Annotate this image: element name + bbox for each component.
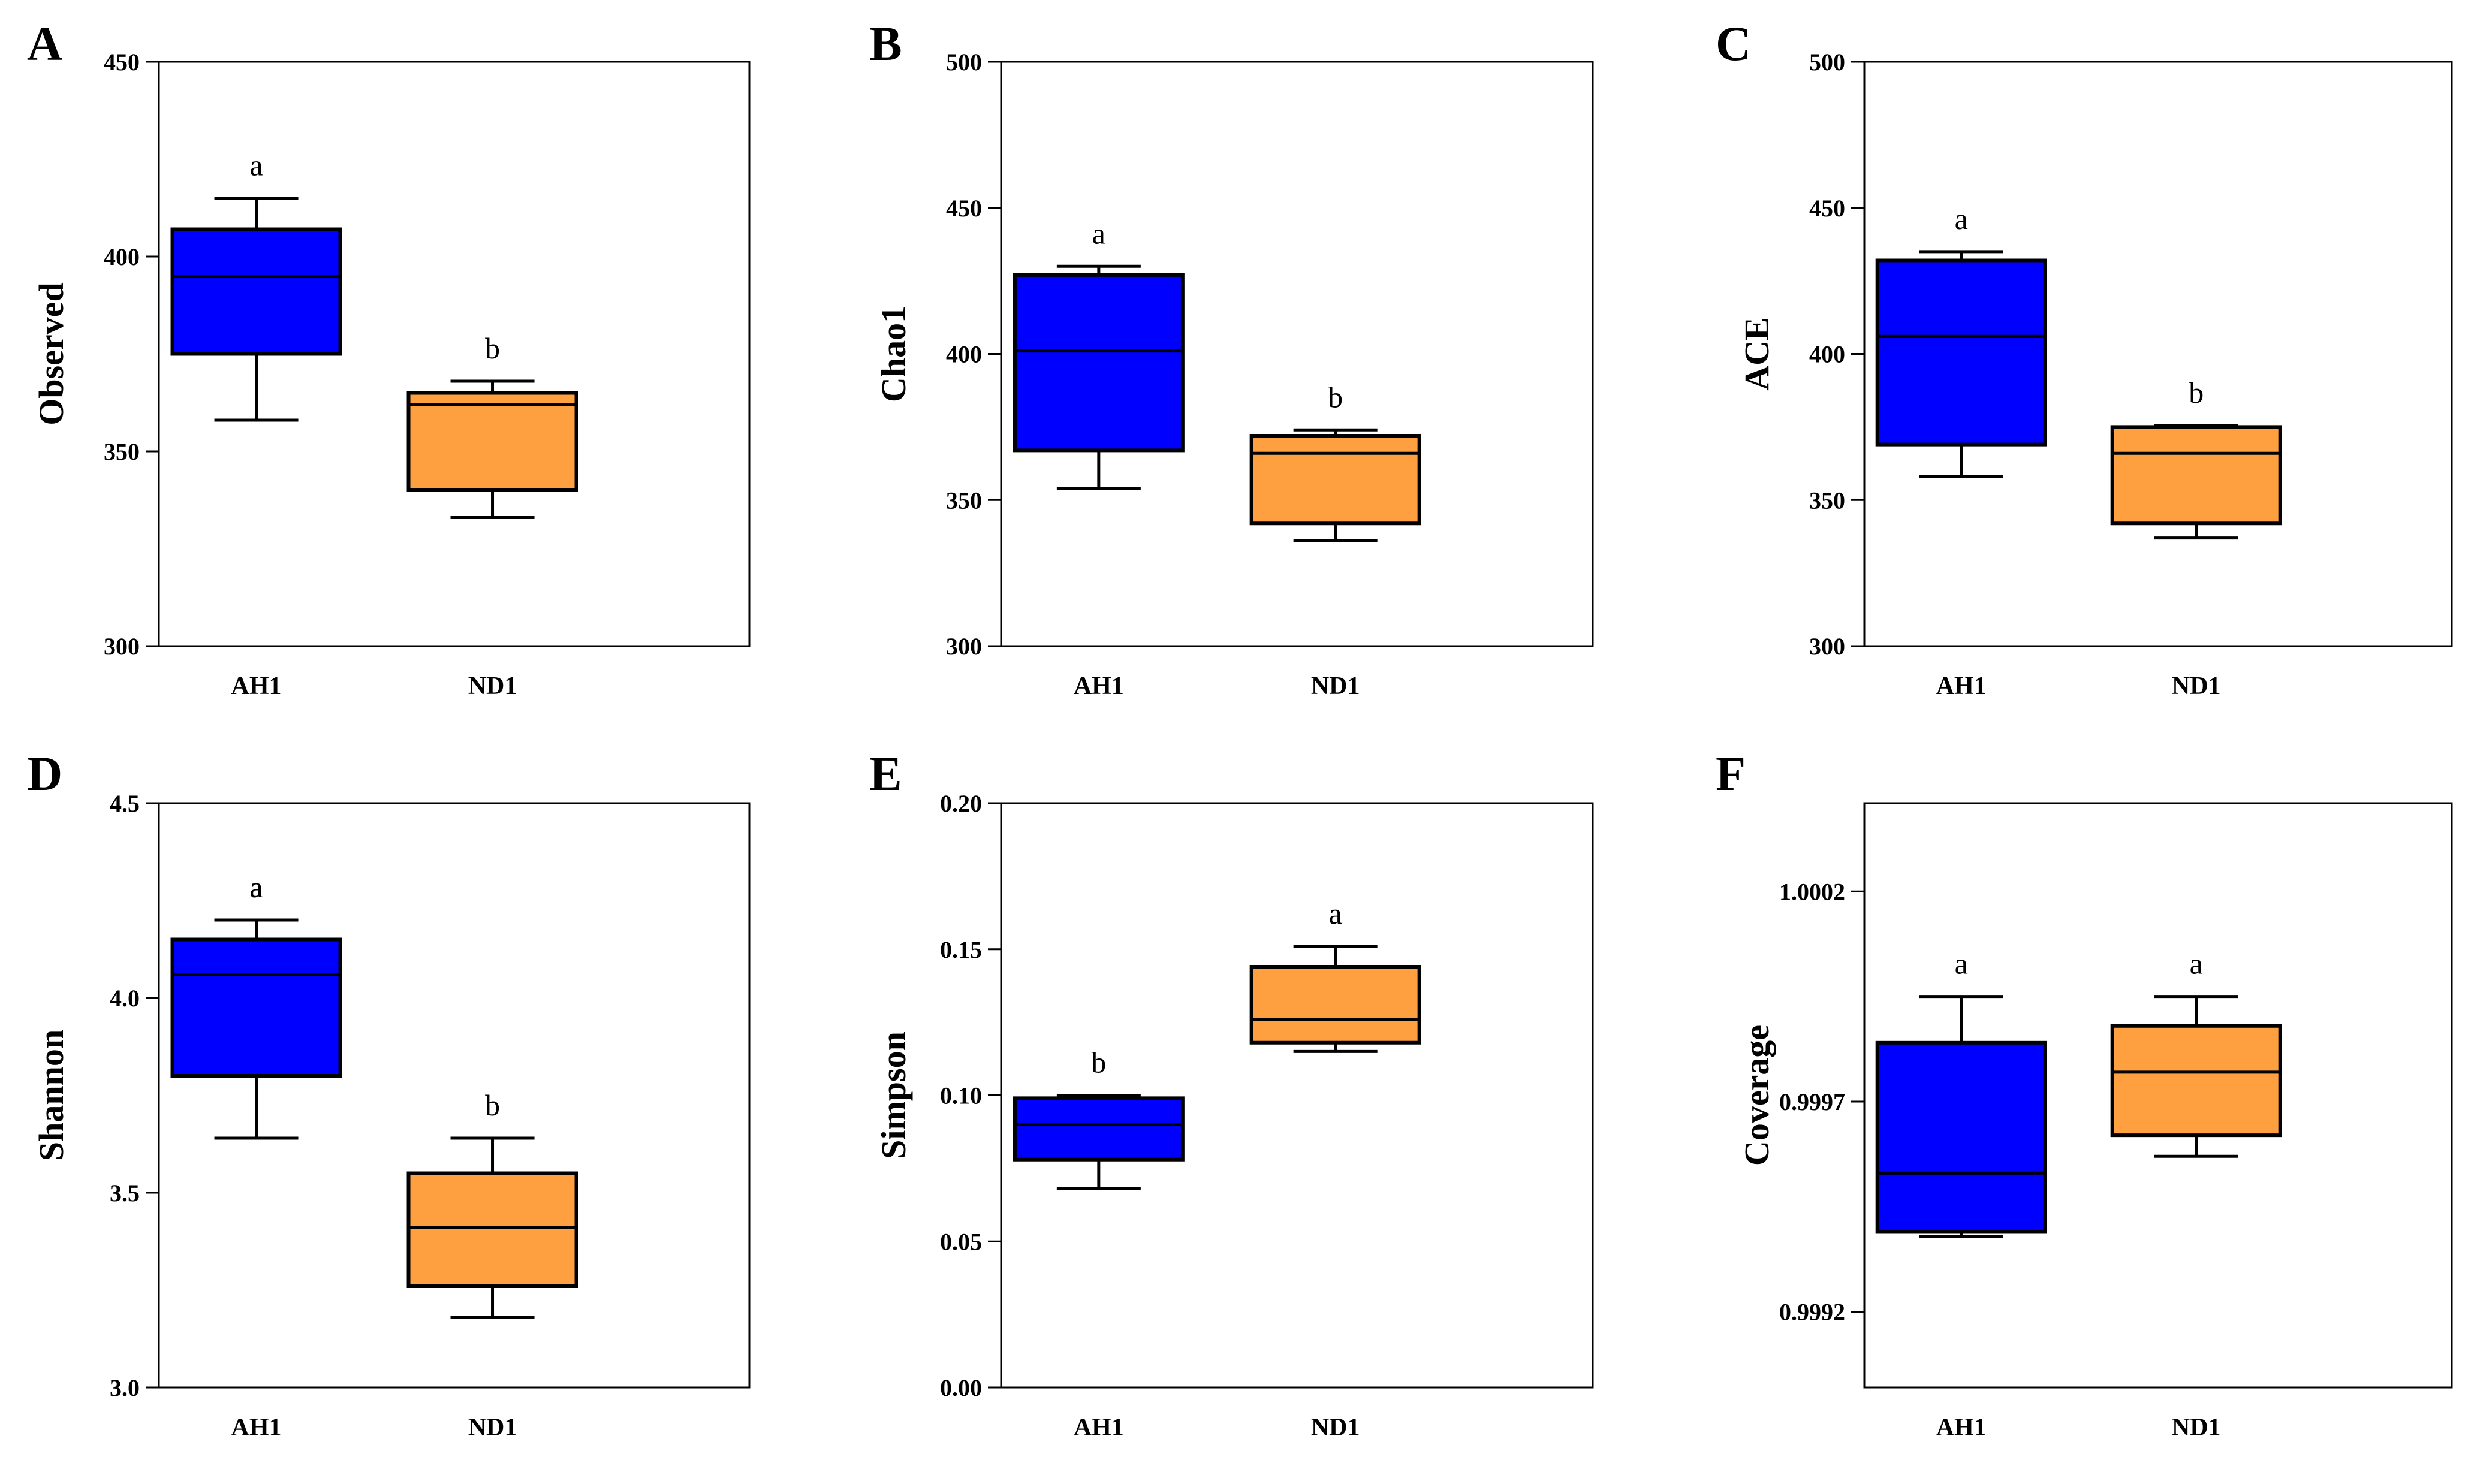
x-tick-label: AH1	[1074, 1414, 1124, 1441]
box-ah1: a	[170, 149, 342, 422]
significance-label: b	[485, 331, 500, 365]
box-nd1: b	[406, 331, 578, 519]
significance-label: a	[2190, 947, 2203, 981]
panel-b: B 300 350 400 450 500 Chao1 a AH1 b ND1	[869, 16, 1594, 700]
x-tick-label: AH1	[231, 672, 282, 700]
y-tick-label: 350	[104, 438, 140, 465]
box-ah1: a	[1875, 202, 2047, 478]
iqr-box	[2110, 1024, 2282, 1138]
iqr-box	[1013, 1096, 1185, 1162]
x-tick-label: AH1	[1074, 672, 1124, 700]
y-tick-label: 0.15	[940, 936, 982, 963]
x-tick-label: ND1	[1311, 672, 1360, 700]
panel-letter: D	[27, 746, 62, 801]
significance-label: a	[249, 870, 263, 904]
y-tick-label: 0.9992	[1779, 1299, 1845, 1326]
y-tick-label: 400	[946, 341, 982, 368]
y-tick-label: 500	[1809, 49, 1845, 76]
box-nd1: b	[406, 1088, 578, 1319]
y-tick-label: 0.20	[940, 790, 982, 817]
y-tick-label: 3.5	[110, 1180, 140, 1206]
y-tick-label: 4.5	[110, 790, 140, 817]
plot-frame	[158, 61, 751, 647]
panel-d: D 3.0 3.5 4.0 4.5 Shannon a AH1 b ND1	[27, 746, 751, 1441]
panel-a: A 300 350 400 450 Observed a AH1 b ND1	[27, 16, 751, 700]
x-tick-label: AH1	[1936, 672, 1987, 700]
panel-letter: A	[27, 16, 62, 71]
y-tick-label: 400	[1809, 341, 1845, 368]
panel-letter: E	[869, 746, 902, 801]
significance-label: b	[2189, 376, 2204, 409]
significance-label: a	[249, 149, 263, 182]
y-tick-label: 0.10	[940, 1082, 982, 1109]
iqr-box	[170, 937, 342, 1078]
box-ah1: a	[1013, 216, 1185, 490]
significance-label: b	[485, 1088, 500, 1122]
y-axis-label: ACE	[1737, 317, 1776, 390]
y-tick-label: 450	[104, 49, 140, 76]
iqr-box	[1013, 273, 1185, 453]
panel-e: E 0.00 0.05 0.10 0.15 0.20 Simpson b AH1 a ND1	[869, 746, 1594, 1441]
y-tick-label: 0.9997	[1779, 1088, 1845, 1115]
y-axis-label: Coverage	[1737, 1025, 1776, 1166]
box-nd1: a	[1249, 897, 1421, 1053]
y-tick-label: 3.0	[110, 1374, 140, 1401]
x-tick-label: ND1	[1311, 1414, 1360, 1441]
box-ah1: a	[1875, 947, 2047, 1238]
x-tick-label: ND1	[468, 1414, 517, 1441]
x-tick-label: ND1	[2172, 1414, 2221, 1441]
panel-c: C 300 350 400 450 500 ACE a AH1 b ND1	[1716, 16, 2453, 700]
significance-label: b	[1328, 380, 1343, 414]
panel-letter: F	[1716, 746, 1746, 801]
x-tick-label: AH1	[1936, 1414, 1987, 1441]
significance-label: a	[1092, 216, 1105, 250]
x-tick-label: ND1	[2172, 672, 2221, 700]
significance-label: a	[1955, 947, 1968, 981]
iqr-box	[1249, 965, 1421, 1045]
y-tick-label: 4.0	[110, 985, 140, 1012]
plot-frame	[158, 802, 751, 1389]
iqr-box	[406, 391, 578, 492]
box-ah1: a	[170, 870, 342, 1140]
y-tick-label: 300	[1809, 633, 1845, 660]
y-axis-label: Simpson	[874, 1031, 913, 1159]
significance-label: b	[1091, 1046, 1106, 1079]
plot-frame	[1863, 802, 2453, 1389]
y-tick-label: 500	[946, 49, 982, 76]
y-tick-label: 400	[104, 243, 140, 270]
y-tick-label: 0.05	[940, 1228, 982, 1255]
iqr-box	[1875, 1040, 2047, 1234]
x-tick-label: AH1	[231, 1414, 282, 1441]
y-tick-label: 1.0002	[1779, 878, 1845, 905]
box-nd1: b	[2110, 376, 2282, 540]
y-tick-label: 300	[946, 633, 982, 660]
iqr-box	[1249, 434, 1421, 526]
iqr-box	[170, 227, 342, 356]
x-tick-label: ND1	[468, 672, 517, 700]
y-tick-label: 350	[1809, 487, 1845, 514]
y-tick-label: 0.00	[940, 1374, 982, 1401]
panel-f: F 0.9992 0.9997 1.0002 Coverage a AH1 a ND1	[1716, 746, 2453, 1441]
significance-label: a	[1955, 202, 1968, 236]
y-axis-label: Chao1	[874, 306, 913, 402]
iqr-box	[1875, 258, 2047, 447]
box-nd1: b	[1249, 380, 1421, 542]
box-ah1: b	[1013, 1046, 1185, 1190]
y-tick-label: 300	[104, 633, 140, 660]
y-axis-label: Shannon	[32, 1030, 71, 1161]
iqr-box	[2110, 425, 2282, 526]
panel-letter: C	[1716, 16, 1751, 71]
y-tick-label: 350	[946, 487, 982, 514]
y-axis-label: Observed	[32, 282, 71, 425]
y-tick-label: 450	[946, 195, 982, 222]
box-nd1: a	[2110, 947, 2282, 1158]
y-tick-label: 450	[1809, 195, 1845, 222]
iqr-box	[406, 1171, 578, 1288]
significance-label: a	[1329, 897, 1342, 930]
panel-letter: B	[869, 16, 902, 71]
